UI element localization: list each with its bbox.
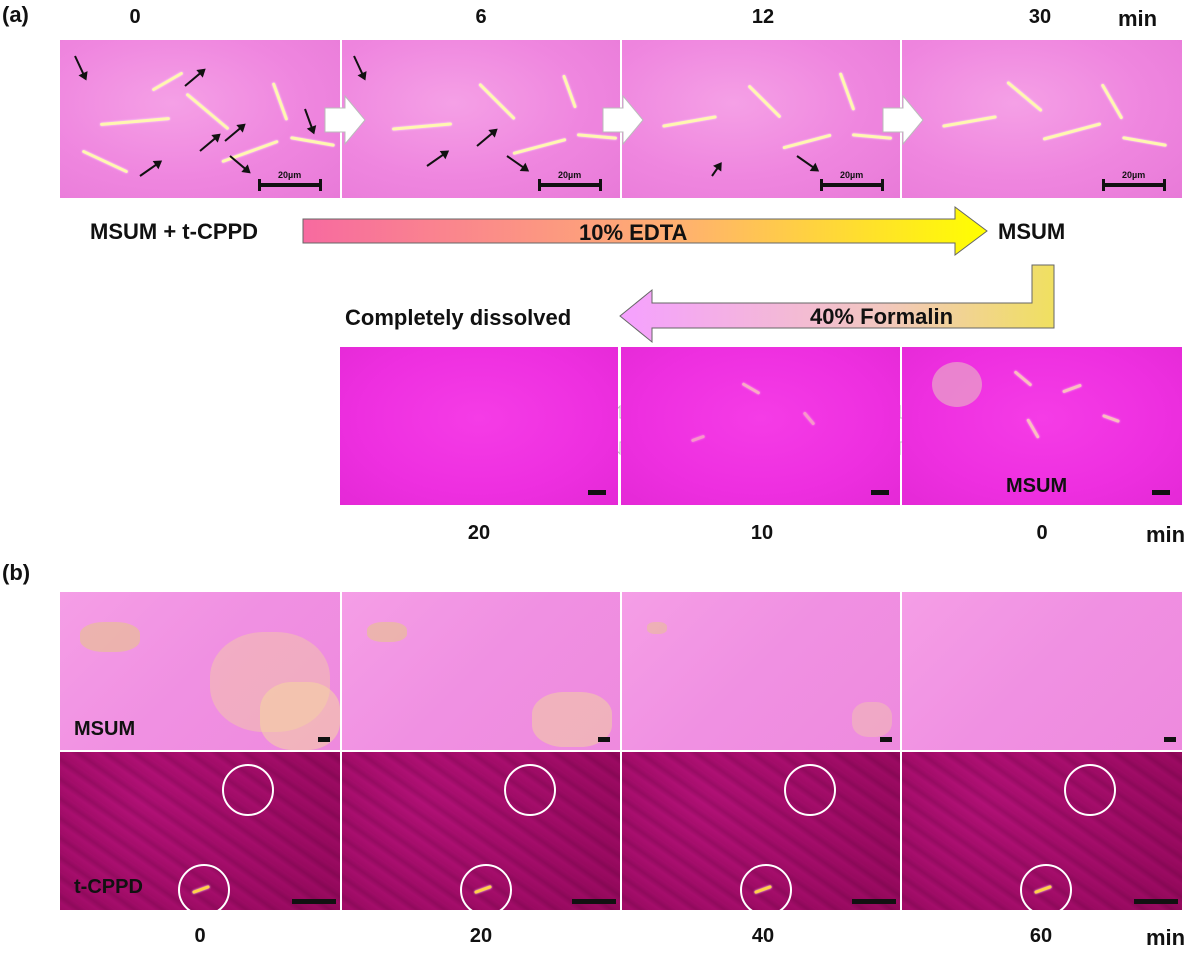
- scale-bar: [1134, 899, 1178, 904]
- time-label-b-0: 0: [194, 925, 206, 947]
- row1-label: MSUM: [74, 718, 136, 740]
- time-label-b-40: 40: [751, 925, 775, 947]
- highlight-circle: [784, 764, 836, 816]
- time-label-a-10: 10: [750, 522, 774, 544]
- highlight-circle: [178, 864, 230, 910]
- scale-bar: [572, 899, 616, 904]
- bottom-panel-label: MSUM: [1006, 475, 1068, 497]
- micrograph-a-formalin-10min: [621, 347, 900, 505]
- scale-bar: [880, 737, 892, 742]
- micrograph-b-msum-40min: [622, 592, 900, 750]
- time-label-a-30: 30: [1028, 6, 1052, 28]
- highlight-circle: [1020, 864, 1072, 910]
- formalin-arrow: [619, 264, 1055, 344]
- micrograph-b-msum-20min: [342, 592, 620, 750]
- scale-bar: [852, 899, 896, 904]
- unit-label-b: min: [1146, 925, 1186, 950]
- micrograph-b-msum-60min: [902, 592, 1182, 750]
- time-label-a-20: 20: [467, 522, 491, 544]
- micrograph-b-tcppd-20min: [342, 752, 620, 910]
- scale-label-a-0: 20µm: [278, 170, 302, 180]
- time-label-a-6: 6: [475, 6, 487, 28]
- micrograph-a-30min: 20µm: [902, 40, 1182, 198]
- micrograph-a-0min: 20µm: [60, 40, 340, 198]
- scale-label-a-30: 20µm: [1122, 170, 1146, 180]
- edta-arrow: [302, 206, 988, 256]
- micrograph-b-tcppd-0min: t-CPPD: [60, 752, 340, 910]
- formalin-label: 40% Formalin: [810, 304, 954, 329]
- micrograph-a-formalin-0min: MSUM: [902, 347, 1182, 505]
- dissolved-label: Completely dissolved: [345, 305, 572, 330]
- micrograph-a-6min: 20µm: [342, 40, 620, 198]
- panel-a-label: (a): [2, 2, 29, 27]
- micrograph-b-tcppd-60min: [902, 752, 1182, 910]
- micrograph-b-tcppd-40min: [622, 752, 900, 910]
- scale-bar-a-6: [538, 179, 602, 191]
- time-label-b-20: 20: [469, 925, 493, 947]
- panel-b-label: (b): [2, 560, 31, 585]
- time-label-a-12: 12: [751, 6, 775, 28]
- scale-label-a-12: 20µm: [840, 170, 864, 180]
- highlight-circle: [504, 764, 556, 816]
- end-label: MSUM: [998, 219, 1066, 244]
- white-right-arrow-icon: [324, 94, 366, 146]
- highlight-circle: [460, 864, 512, 910]
- micrograph-a-12min: 20µm: [622, 40, 900, 198]
- micrograph-a-formalin-20min: [340, 347, 618, 505]
- highlight-circle: [1064, 764, 1116, 816]
- white-right-arrow-icon: [882, 94, 924, 146]
- scale-bar: [1164, 737, 1176, 742]
- time-label-a-bottom-0: 0: [1036, 522, 1048, 544]
- highlight-circle: [222, 764, 274, 816]
- row2-label: t-CPPD: [74, 876, 143, 898]
- scale-bar: [1152, 490, 1170, 495]
- scale-bar-a-0: [258, 179, 322, 191]
- edta-label: 10% EDTA: [579, 220, 688, 245]
- time-label-b-60: 60: [1029, 925, 1053, 947]
- scale-label-a-6: 20µm: [558, 170, 582, 180]
- micrograph-b-msum-0min: MSUM: [60, 592, 340, 750]
- scale-bar: [318, 737, 330, 742]
- scale-bar: [292, 899, 336, 904]
- start-label: MSUM + t-CPPD: [90, 219, 259, 244]
- unit-label-a-bottom: min: [1146, 522, 1186, 547]
- highlight-circle: [740, 864, 792, 910]
- scale-bar: [598, 737, 610, 742]
- unit-label-a-top: min: [1118, 6, 1158, 31]
- scale-bar-a-12: [820, 179, 884, 191]
- scale-bar-a-30: [1102, 179, 1166, 191]
- scale-bar: [588, 490, 606, 495]
- scale-bar: [871, 490, 889, 495]
- time-label-a-0: 0: [129, 6, 141, 28]
- white-right-arrow-icon: [602, 94, 644, 146]
